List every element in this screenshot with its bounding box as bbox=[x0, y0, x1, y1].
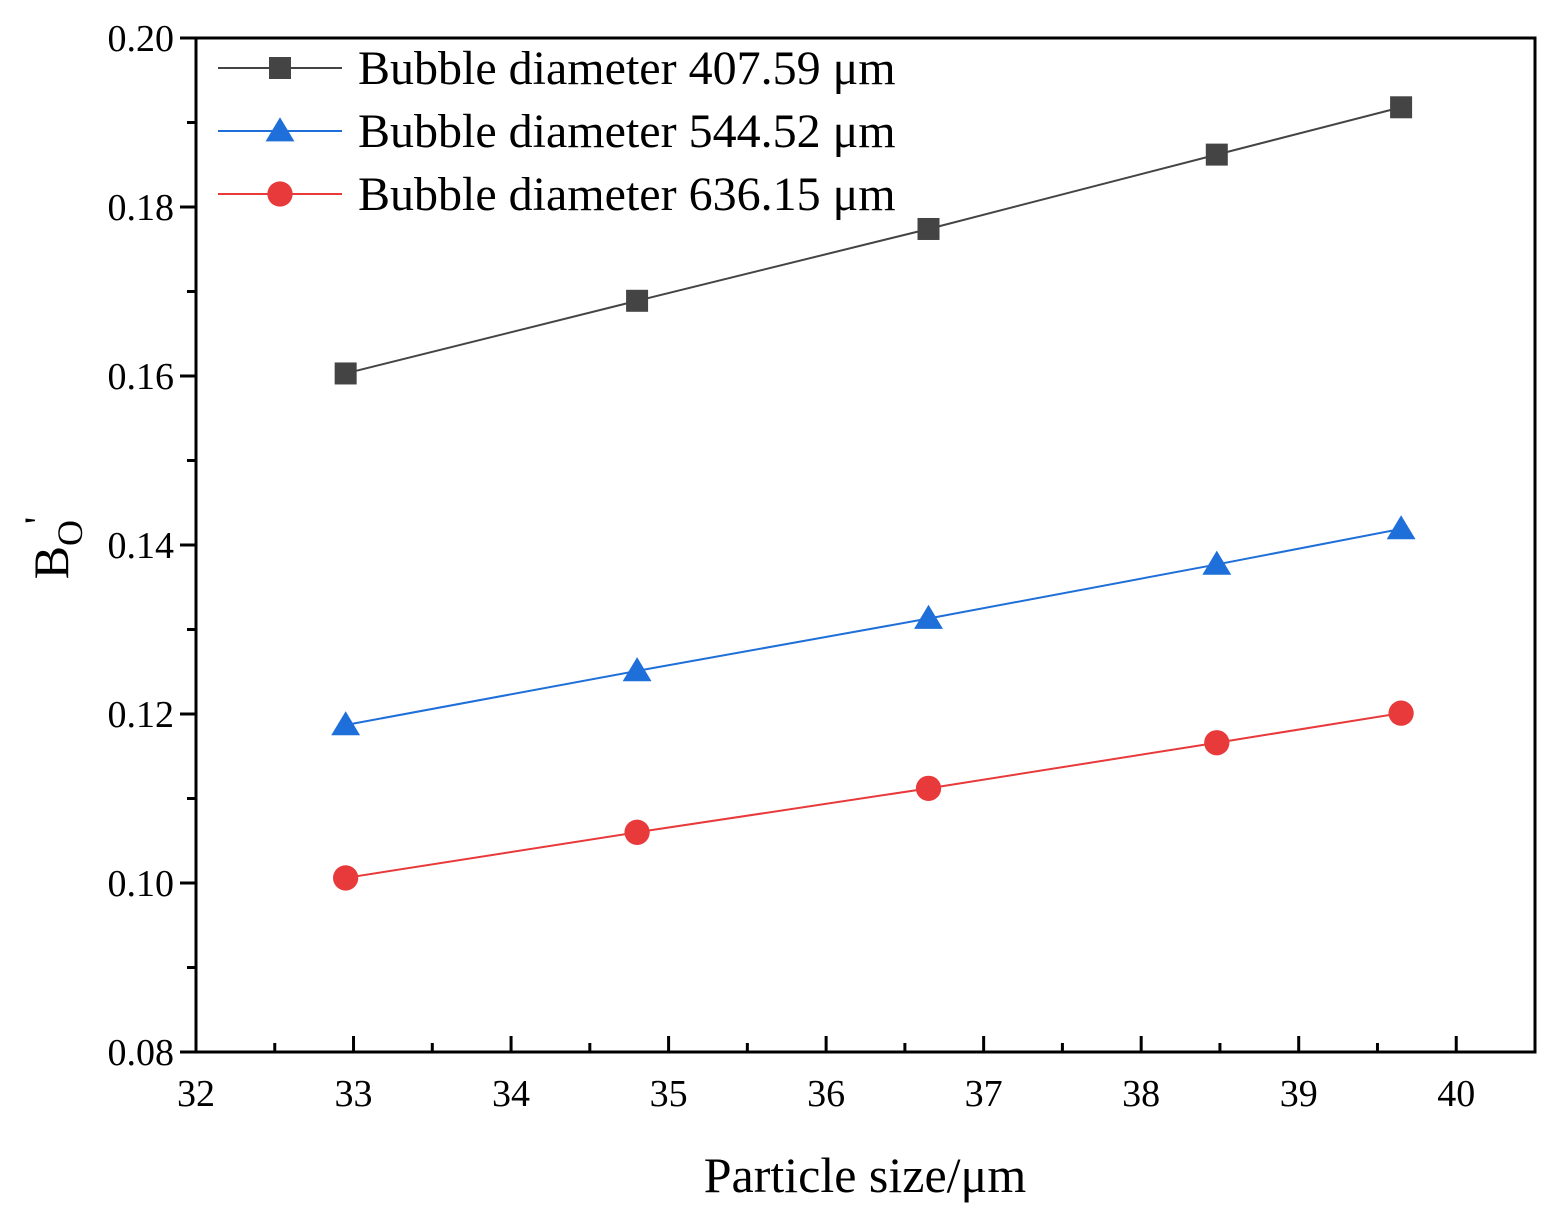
y-axis-title-subscript: O bbox=[50, 520, 90, 546]
legend-label: Bubble diameter 407.59 μm bbox=[358, 42, 896, 95]
legend-label: Bubble diameter 544.52 μm bbox=[358, 105, 896, 158]
x-axis-title: Particle size/μm bbox=[704, 1147, 1027, 1203]
data-point-triangle bbox=[265, 117, 295, 142]
legend-item: Bubble diameter 636.15 μm bbox=[218, 168, 896, 221]
data-point-triangle bbox=[1386, 515, 1416, 540]
x-tick-label: 35 bbox=[650, 1073, 688, 1115]
series-line bbox=[345, 527, 1402, 726]
series-layer bbox=[331, 96, 1416, 891]
data-point-circle bbox=[333, 865, 359, 891]
data-point-triangle bbox=[914, 604, 943, 629]
y-axis-title-superscript: ' bbox=[16, 517, 61, 524]
legend-item: Bubble diameter 407.59 μm bbox=[218, 42, 896, 95]
data-point-circle bbox=[624, 819, 650, 845]
y-tick-label: 0.10 bbox=[108, 863, 175, 905]
legend-label: Bubble diameter 636.15 μm bbox=[358, 168, 896, 221]
series-square bbox=[334, 96, 1413, 385]
series-circle bbox=[333, 700, 1414, 891]
data-point-circle bbox=[1388, 700, 1414, 726]
data-point-circle bbox=[267, 181, 293, 207]
x-tick-label: 37 bbox=[965, 1073, 1003, 1115]
data-point-triangle bbox=[1202, 550, 1232, 575]
y-tick-labels: 0.08 0.10 0.12 0.14 0.16 0.18 0.20 bbox=[108, 18, 175, 1074]
y-tick-label: 0.08 bbox=[108, 1032, 175, 1074]
plot-frame bbox=[194, 36, 1537, 1054]
data-point-square bbox=[1205, 143, 1228, 166]
data-point-circle bbox=[1204, 730, 1230, 756]
y-axis-title: BO' bbox=[16, 517, 90, 580]
x-tick-label: 38 bbox=[1122, 1073, 1160, 1115]
y-tick-label: 0.16 bbox=[108, 356, 175, 398]
y-tick-label: 0.14 bbox=[108, 525, 175, 567]
x-tick-label: 39 bbox=[1280, 1073, 1318, 1115]
x-tick-labels: 32 33 34 35 36 37 38 39 40 bbox=[177, 1073, 1475, 1115]
legend-item: Bubble diameter 544.52 μm bbox=[218, 105, 896, 158]
x-tick-label: 34 bbox=[492, 1073, 530, 1115]
svg-text:BO': BO' bbox=[16, 517, 90, 580]
data-point-triangle bbox=[622, 657, 652, 682]
data-point-square bbox=[626, 289, 649, 312]
data-point-square bbox=[269, 57, 291, 79]
y-tick-label: 0.18 bbox=[108, 187, 175, 229]
x-tick-label: 32 bbox=[177, 1073, 215, 1115]
data-point-square bbox=[1390, 96, 1413, 119]
x-tick-label: 36 bbox=[807, 1073, 845, 1115]
y-tick-label: 0.12 bbox=[108, 694, 175, 736]
data-point-circle bbox=[915, 775, 942, 802]
x-tick-label: 40 bbox=[1437, 1073, 1475, 1115]
data-point-square bbox=[917, 217, 940, 240]
data-point-triangle bbox=[331, 711, 361, 736]
x-tick-label: 33 bbox=[335, 1073, 373, 1115]
y-tick-label: 0.20 bbox=[108, 18, 175, 60]
series-triangle bbox=[331, 515, 1416, 736]
legend: Bubble diameter 407.59 μm Bubble diameter… bbox=[218, 42, 896, 221]
y-axis-title-base: B bbox=[23, 546, 79, 579]
series-line bbox=[345, 712, 1402, 879]
data-point-square bbox=[334, 362, 357, 385]
